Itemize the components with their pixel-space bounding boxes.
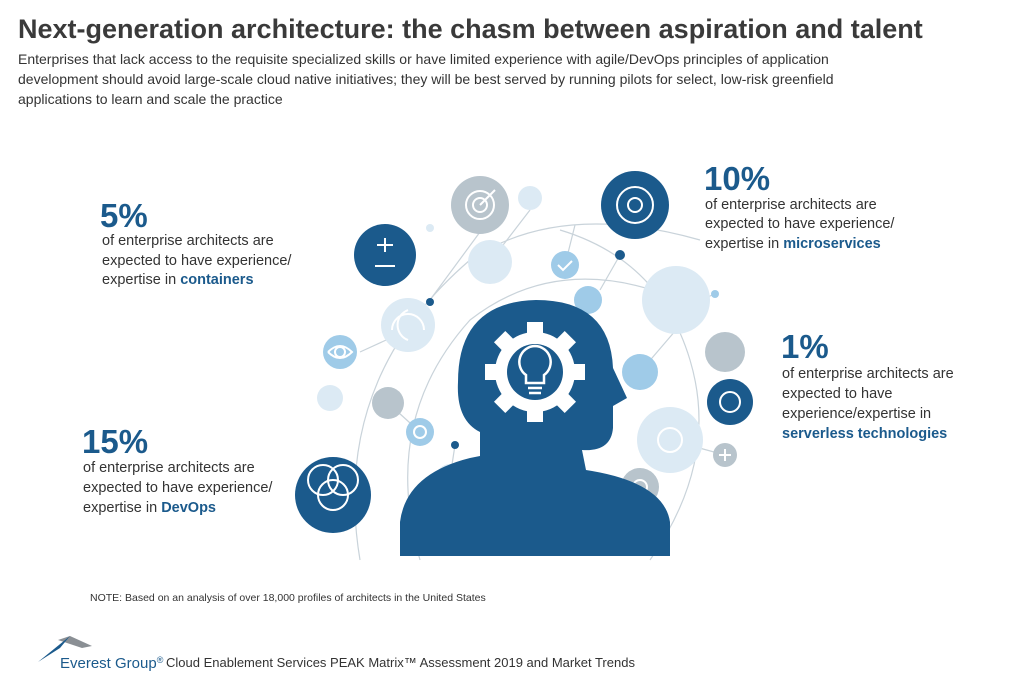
stat-text: expertise in microservices xyxy=(705,236,881,252)
stat-highlight: DevOps xyxy=(161,500,216,516)
subtitle: development should avoid large-scale clo… xyxy=(18,71,834,87)
stat: 10% of enterprise architects are expecte… xyxy=(704,160,895,252)
illustration xyxy=(38,171,753,662)
stat-percent: 1% xyxy=(781,328,829,365)
gear xyxy=(485,322,585,422)
stat: 1% of enterprise architects are expected… xyxy=(781,328,954,442)
stat-text: expertise in xyxy=(102,272,176,288)
note: NOTE: Based on an analysis of over 18,00… xyxy=(90,592,486,604)
stat-text: of enterprise architects are xyxy=(782,366,954,382)
stat-text: of enterprise architects are xyxy=(83,460,255,476)
stat-text: of enterprise architects are xyxy=(102,233,274,249)
stat-highlight: serverless technologies xyxy=(782,426,947,442)
stat-percent: 10% xyxy=(704,160,770,197)
stat-percent: 15% xyxy=(82,423,148,460)
stat-percent: 5% xyxy=(100,197,148,234)
stat-text: expertise in xyxy=(83,500,157,516)
stat-text: of enterprise architects are xyxy=(705,197,877,213)
brand-mark: ® xyxy=(157,655,164,665)
logo-mountain xyxy=(38,636,70,662)
stat-text: expected to have xyxy=(782,386,892,402)
stat-text: experience/expertise in xyxy=(782,406,931,422)
stat-text: expected to have experience/ xyxy=(83,480,273,496)
stat-text: expertise in containers xyxy=(102,272,254,288)
stat-highlight: containers xyxy=(180,272,253,288)
source: Cloud Enablement Services PEAK Matrix™ A… xyxy=(166,655,635,670)
icon-circles xyxy=(295,171,753,533)
stat-highlight: microservices xyxy=(783,236,881,252)
brand-name: Everest Group xyxy=(60,655,157,672)
stat-text: expertise in DevOps xyxy=(83,500,216,516)
stat-text: expected to have experience/ xyxy=(102,253,292,269)
stat: 15% of enterprise architects are expecte… xyxy=(82,423,273,516)
subtitle: applications to learn and scale the prac… xyxy=(18,91,283,107)
title: Next-generation architecture: the chasm … xyxy=(18,14,923,44)
stat: 5% of enterprise architects are expected… xyxy=(100,197,292,288)
icon-glyphs xyxy=(307,186,741,511)
stat-text: expertise in xyxy=(705,236,779,252)
head-silhouette xyxy=(400,300,670,556)
brand: Everest Group® xyxy=(60,655,164,672)
stat-text: expected to have experience/ xyxy=(705,216,895,232)
subtitle: Enterprises that lack access to the requ… xyxy=(18,51,829,67)
